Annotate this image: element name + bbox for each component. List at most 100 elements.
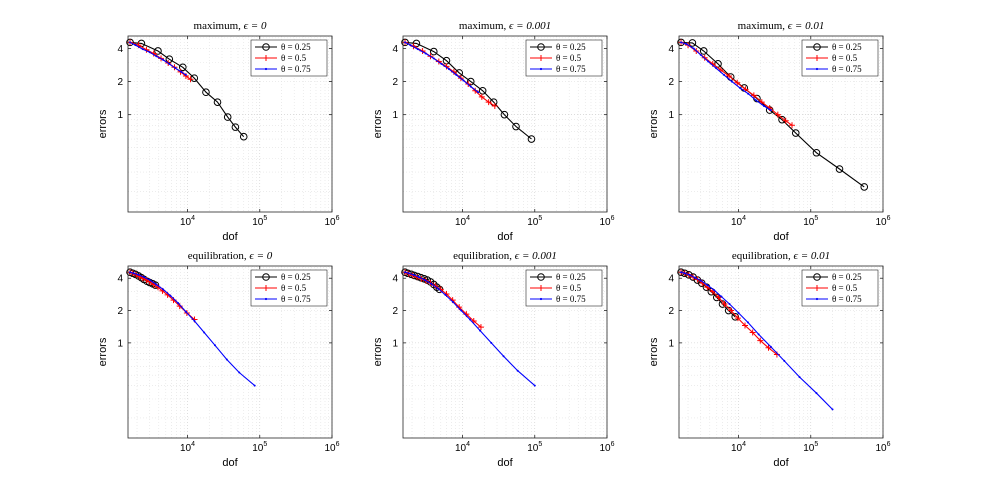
y-tick-label: 2 [392, 77, 398, 88]
y-tick-label: 4 [392, 44, 398, 55]
data-point [685, 42, 688, 45]
data-point [500, 110, 509, 119]
y-tick-label: 1 [117, 110, 123, 121]
data-point [187, 76, 194, 83]
data-point [721, 301, 728, 308]
legend-entry: θ = 0.25 [530, 42, 586, 52]
y-tick-label: 1 [668, 110, 674, 121]
legend-marker [815, 67, 819, 71]
data-point [132, 272, 135, 275]
legend-label: θ = 0.75 [832, 294, 862, 304]
legend-marker [263, 285, 269, 291]
legend-label: θ = 0.25 [556, 272, 586, 282]
data-point [129, 41, 132, 44]
data-point [713, 289, 716, 292]
legend: θ = 0.25θ = 0.5θ = 0.75 [801, 269, 879, 307]
subplot-1: 104 105 106 1 2 4 maximum, ϵ = 0 dof errors θ = 0… [97, 20, 340, 243]
x-axis-label: dof [497, 231, 513, 243]
y-axis-label: errors [648, 109, 660, 138]
data-point [418, 276, 421, 279]
plot-title: maximum, ϵ = 0.01 [738, 20, 825, 32]
legend-label: θ = 0.25 [832, 42, 862, 52]
y-axis-label: errors [648, 337, 660, 366]
data-point [789, 122, 796, 129]
data-point [134, 44, 137, 47]
data-point [815, 392, 818, 395]
data-point [155, 55, 158, 58]
legend-entry: θ = 0.75 [255, 64, 311, 74]
data-point [791, 129, 800, 137]
data-point [437, 287, 440, 290]
legend-entry: θ = 0.75 [530, 64, 586, 74]
data-point [143, 276, 146, 279]
data-point [692, 47, 695, 50]
grid [128, 36, 333, 212]
data-point [706, 284, 709, 287]
grid [128, 266, 333, 438]
data-point [203, 331, 206, 334]
x-tick-label: 106 [875, 441, 890, 454]
y-tick-label: 1 [392, 110, 398, 121]
axes-box [402, 265, 608, 439]
data-point [469, 85, 472, 88]
legend-label: θ = 0.75 [281, 64, 311, 74]
data-point [477, 91, 480, 94]
y-tick-label: 1 [117, 338, 123, 349]
data-point [490, 341, 493, 344]
legend-entry: θ = 0.5 [530, 53, 582, 63]
series-line [404, 271, 536, 387]
data-point [455, 73, 458, 76]
legend-marker [814, 285, 820, 291]
x-tick-label: 104 [180, 215, 195, 228]
data-point [734, 315, 741, 322]
legend-entry: θ = 0.75 [806, 294, 862, 304]
data-point [769, 109, 772, 112]
y-tick-label: 4 [392, 274, 398, 285]
legend-entry: θ = 0.25 [806, 272, 862, 282]
data-point [430, 282, 433, 285]
y-axis-label: errors [372, 109, 384, 138]
data-point [432, 57, 435, 60]
legend: θ = 0.25θ = 0.5θ = 0.75 [525, 269, 603, 307]
x-tick-label: 106 [599, 441, 614, 454]
data-point [462, 79, 465, 82]
data-point [750, 92, 757, 99]
data-point [694, 276, 697, 279]
legend-entry: θ = 0.75 [530, 294, 586, 304]
grid [679, 36, 884, 212]
data-point [169, 294, 172, 297]
legend-entry: θ = 0.75 [806, 64, 862, 74]
data-point [180, 70, 183, 73]
legend-label: θ = 0.25 [281, 272, 311, 282]
y-axis-label: errors [372, 337, 384, 366]
data-point [723, 73, 726, 76]
legend-marker [814, 55, 820, 61]
y-tick-label: 2 [668, 306, 674, 317]
data-point [699, 279, 702, 282]
data-point [533, 384, 536, 387]
data-point [699, 47, 708, 55]
axes-box [678, 35, 884, 213]
data-point [746, 321, 749, 324]
legend-marker [537, 43, 545, 51]
legend-marker [262, 43, 270, 51]
data-point [739, 86, 742, 89]
data-point [469, 318, 472, 321]
series-3 [129, 41, 187, 76]
legend-label: θ = 0.75 [556, 294, 586, 304]
y-tick-label: 2 [117, 77, 123, 88]
legend-label: θ = 0.5 [281, 283, 307, 293]
data-point [680, 41, 683, 44]
data-point [688, 39, 697, 47]
legend-entry: θ = 0.5 [255, 53, 307, 63]
legend-marker [815, 297, 819, 301]
data-point [765, 344, 772, 351]
legend-label: θ = 0.25 [281, 42, 311, 52]
data-point [512, 122, 520, 131]
data-point [783, 359, 786, 362]
data-point [757, 337, 764, 344]
x-axis-label: dof [773, 231, 789, 243]
series-3 [404, 41, 480, 94]
y-axis-label: errors [97, 109, 109, 138]
x-tick-label: 105 [803, 215, 818, 228]
